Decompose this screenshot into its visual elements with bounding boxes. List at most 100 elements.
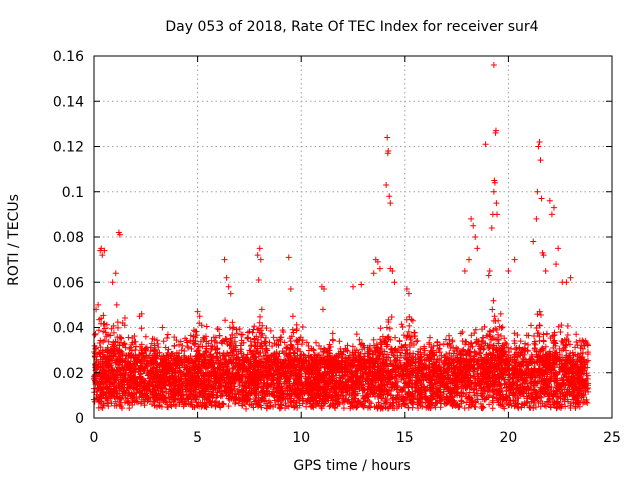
data-point xyxy=(512,378,519,385)
data-point xyxy=(227,290,234,297)
data-point xyxy=(540,337,547,344)
data-point xyxy=(388,383,395,390)
data-point xyxy=(547,375,554,382)
data-point xyxy=(461,267,468,274)
data-point xyxy=(570,361,577,368)
data-point xyxy=(264,352,271,359)
data-point xyxy=(383,324,390,331)
data-point xyxy=(178,347,185,354)
data-point xyxy=(517,384,524,391)
data-point xyxy=(290,398,297,405)
data-point xyxy=(137,400,144,407)
data-point xyxy=(440,390,447,397)
data-point xyxy=(538,195,545,202)
data-point xyxy=(194,308,201,315)
data-point xyxy=(489,405,496,412)
data-point xyxy=(478,337,485,344)
data-point xyxy=(99,252,106,259)
data-point xyxy=(535,351,542,358)
data-point xyxy=(357,341,364,348)
data-point xyxy=(542,267,549,274)
data-point xyxy=(493,200,500,207)
data-point xyxy=(533,324,540,331)
data-point xyxy=(584,342,591,349)
data-point xyxy=(387,391,394,398)
data-point xyxy=(531,332,538,339)
data-point xyxy=(199,343,206,350)
data-point xyxy=(573,339,580,346)
data-point xyxy=(192,328,199,335)
data-point xyxy=(128,347,135,354)
data-point xyxy=(305,343,312,350)
data-point xyxy=(486,401,493,408)
data-point xyxy=(233,330,240,337)
data-point xyxy=(457,350,464,357)
data-point xyxy=(418,353,425,360)
data-point xyxy=(221,256,228,263)
data-point xyxy=(183,337,190,344)
data-point xyxy=(349,343,356,350)
data-point xyxy=(489,306,496,313)
data-point xyxy=(492,127,499,134)
data-point xyxy=(138,310,145,317)
data-point xyxy=(187,353,194,360)
data-point xyxy=(254,349,261,356)
data-point xyxy=(287,338,294,345)
data-point xyxy=(533,215,540,222)
data-point xyxy=(212,355,219,362)
data-point xyxy=(532,404,539,411)
data-point xyxy=(437,404,444,411)
data-point xyxy=(525,332,532,339)
data-point xyxy=(370,386,377,393)
data-point xyxy=(377,325,384,332)
data-point xyxy=(384,150,391,157)
data-point xyxy=(374,258,381,265)
data-point xyxy=(143,352,150,359)
data-point xyxy=(413,338,420,345)
data-point xyxy=(277,334,284,341)
data-point xyxy=(370,270,377,277)
data-point xyxy=(350,283,356,290)
data-point xyxy=(414,371,421,378)
data-point xyxy=(267,327,274,334)
data-point xyxy=(552,350,559,357)
data-point xyxy=(317,345,324,352)
data-point xyxy=(142,333,149,340)
data-point xyxy=(91,331,98,338)
data-point xyxy=(336,400,343,407)
data-point xyxy=(258,306,265,313)
data-point xyxy=(427,334,434,341)
data-point xyxy=(300,351,307,358)
data-point xyxy=(162,344,169,351)
data-point xyxy=(388,314,395,321)
data-point xyxy=(114,334,121,341)
data-points xyxy=(91,62,592,412)
data-point xyxy=(509,356,516,363)
data-point xyxy=(111,394,118,401)
data-point xyxy=(218,339,225,346)
data-point xyxy=(215,326,222,333)
data-point xyxy=(534,359,541,366)
data-point xyxy=(259,322,266,329)
data-point xyxy=(240,339,247,346)
data-point xyxy=(114,319,121,326)
data-point xyxy=(208,337,215,344)
data-point xyxy=(386,193,393,200)
data-point xyxy=(299,323,306,330)
data-point xyxy=(375,399,382,406)
data-point xyxy=(132,353,139,360)
data-point xyxy=(361,394,368,401)
data-point xyxy=(279,327,286,334)
data-point xyxy=(466,256,473,263)
data-point xyxy=(384,134,391,141)
data-point xyxy=(490,389,497,396)
data-point xyxy=(383,181,390,188)
data-point xyxy=(290,349,297,356)
data-point xyxy=(389,396,396,403)
data-point xyxy=(138,349,145,356)
data-point xyxy=(319,306,326,313)
data-point xyxy=(229,325,236,332)
data-point xyxy=(495,379,502,386)
data-point xyxy=(495,317,502,324)
data-point xyxy=(217,404,224,411)
